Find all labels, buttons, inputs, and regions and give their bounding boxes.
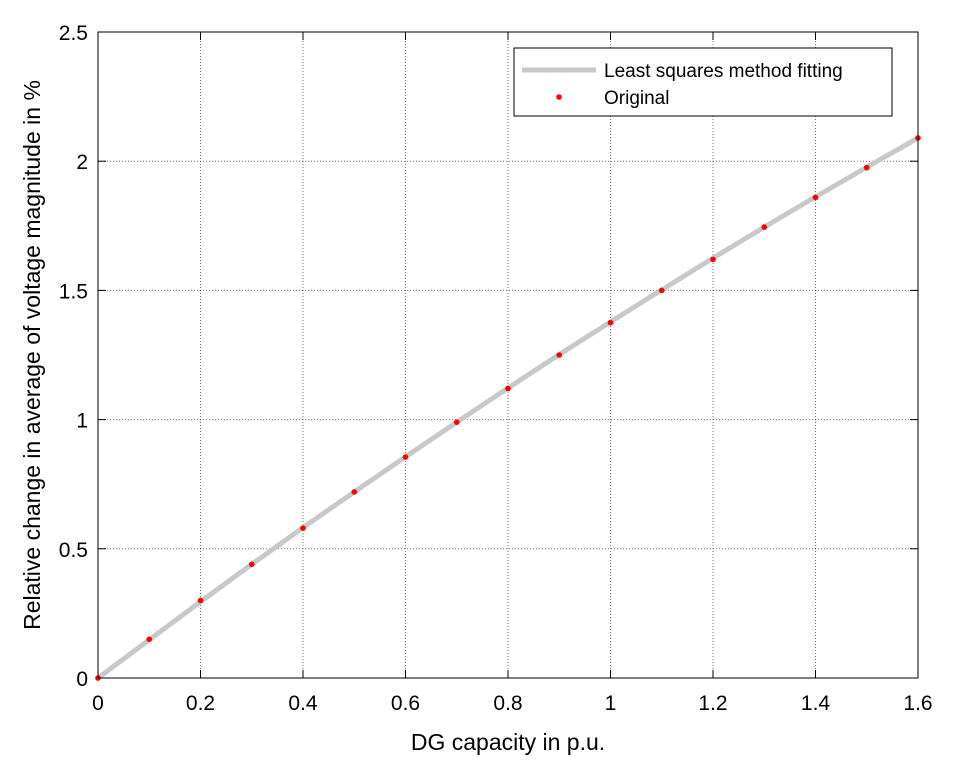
legend-marker-swatch <box>556 94 562 100</box>
legend-box <box>513 47 893 117</box>
x-tick-label: 0.2 <box>186 692 215 715</box>
legend: Least squares method fitting Original <box>513 47 893 117</box>
data-point <box>300 525 306 531</box>
x-tick-label: 0.4 <box>288 692 318 715</box>
data-point <box>453 419 460 425</box>
x-tick-label: 0 <box>92 692 104 715</box>
ticks: 0 0.2 0.4 0.6 0.8 1 1.2 1.4 1.6 0 0.5 1 1.5 2 2.5 <box>59 22 933 715</box>
y-tick-label: 1.5 <box>59 280 88 303</box>
data-point <box>351 489 358 495</box>
y-tick-label: 1 <box>76 410 88 433</box>
series-layer <box>95 135 921 681</box>
data-point <box>556 352 563 358</box>
y-tick-label: 0.5 <box>59 539 88 562</box>
data-point <box>863 164 870 171</box>
data-point <box>505 385 511 392</box>
x-tick-label: 1.6 <box>903 692 932 715</box>
data-point <box>812 194 819 201</box>
x-tick-label: 1 <box>605 692 617 715</box>
x-tick-label: 1.4 <box>801 692 831 715</box>
data-point <box>248 561 255 568</box>
legend-label: Least squares method fitting <box>604 61 843 82</box>
data-point <box>402 454 409 460</box>
x-tick-label: 0.8 <box>493 692 522 715</box>
y-tick-label: 2 <box>76 151 88 174</box>
x-axis-title: DG capacity in p.u. <box>411 729 605 755</box>
y-tick-label: 0 <box>76 668 88 691</box>
x-tick-label: 1.2 <box>698 692 727 715</box>
data-point <box>197 597 204 604</box>
data-point <box>658 287 665 294</box>
data-point <box>710 256 716 263</box>
legend-label: Original <box>604 88 669 109</box>
y-axis-title: Relative change in average of voltage ma… <box>19 80 45 630</box>
data-point <box>146 636 153 643</box>
x-tick-label: 0.6 <box>391 692 420 715</box>
data-point <box>607 319 614 326</box>
plot-area <box>98 32 918 678</box>
y-tick-label: 2.5 <box>59 22 88 45</box>
data-point <box>761 224 768 230</box>
